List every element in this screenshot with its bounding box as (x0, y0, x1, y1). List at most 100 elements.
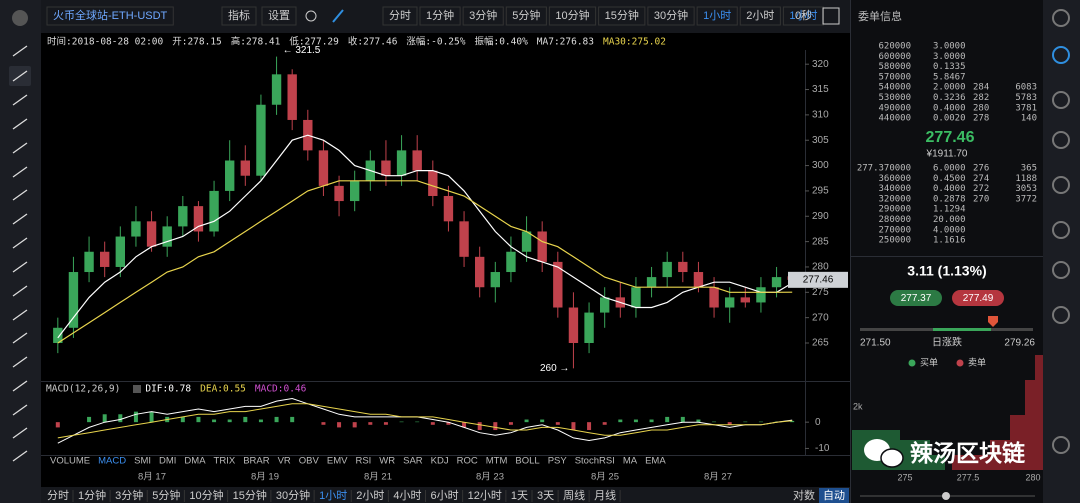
period-tab[interactable]: 10分钟 (189, 488, 223, 502)
indicator-tab[interactable]: MA (623, 456, 638, 467)
indicator-tab[interactable]: ROC (457, 456, 478, 467)
sidebar-icon[interactable] (1052, 221, 1070, 239)
period-tab[interactable]: 月线 (594, 488, 616, 502)
sell-button[interactable] (952, 290, 1004, 306)
indicator-tab[interactable]: WR (379, 456, 395, 467)
tool-icon[interactable] (12, 118, 28, 130)
indicator-tab[interactable]: PSY (548, 456, 568, 467)
indicator-tab[interactable]: SMI (134, 456, 151, 467)
macd-bar (540, 419, 545, 423)
macd-bar (118, 414, 123, 423)
period-tab[interactable]: 1天 (511, 490, 528, 502)
tool-icon[interactable] (12, 237, 28, 249)
indicator-tab[interactable]: BRAR (243, 456, 270, 467)
macd-bar (290, 416, 295, 423)
draw-icon[interactable] (332, 9, 344, 23)
period-tab[interactable]: 周线 (563, 488, 585, 502)
symbol-box[interactable] (46, 6, 174, 26)
symbol: 火币全球站-ETH-USDT (53, 8, 168, 22)
period-button-box[interactable] (598, 6, 646, 26)
period-tab[interactable]: 15分钟 (233, 488, 267, 502)
settings-button-box[interactable] (261, 6, 297, 26)
fullscreen-icon[interactable] (822, 7, 840, 25)
sidebar-icon[interactable] (1052, 306, 1070, 324)
period-tab[interactable]: 1小时 (319, 489, 347, 502)
tool-icon[interactable] (12, 309, 28, 321)
indicator-tab[interactable]: DMA (184, 456, 206, 467)
indicator-tab[interactable]: VR (278, 456, 291, 467)
tool-icon[interactable] (12, 142, 28, 154)
ask-price: 530000 (878, 93, 911, 103)
macd-bar (87, 416, 92, 423)
tool-icon[interactable] (12, 332, 28, 344)
indicator-tab[interactable]: DMI (159, 456, 176, 467)
tool-icon[interactable] (12, 285, 28, 297)
period-tab[interactable]: 6小时 (431, 489, 459, 502)
indicator-tab[interactable]: KDJ (431, 456, 449, 467)
indicator-tab[interactable]: EMV (327, 456, 348, 467)
candle-body (537, 231, 547, 262)
tool-icon[interactable] (12, 404, 28, 416)
candle-body (693, 272, 704, 288)
indicator-tab[interactable]: RSI (355, 456, 371, 467)
period-tab[interactable]: 分时 (47, 489, 69, 502)
tool-icon[interactable] (12, 189, 28, 201)
period-tab[interactable]: 2小时 (356, 489, 384, 502)
period-tab[interactable]: 4小时 (393, 489, 421, 502)
indicator-tab[interactable]: MACD (98, 456, 126, 467)
period-button-box[interactable] (739, 6, 781, 26)
tool-icon[interactable] (12, 356, 28, 368)
macd-bar (493, 422, 498, 431)
period-button-box[interactable] (382, 6, 418, 26)
indicator-tab[interactable]: OBV (299, 456, 320, 467)
indicator-button-box[interactable] (221, 6, 257, 26)
ask-depth-total: 3781 (1015, 103, 1037, 113)
period-button-box[interactable] (696, 6, 738, 26)
ask-amount: 0.4000 (933, 103, 966, 113)
log-toggle[interactable]: 对数 (793, 488, 815, 502)
sidebar-icon[interactable] (1052, 176, 1070, 194)
indicator-tab[interactable]: SAR (403, 456, 423, 467)
sidebar-icon[interactable] (1052, 261, 1070, 279)
period-tab[interactable]: 3分钟 (115, 488, 143, 502)
tool-icon[interactable] (12, 45, 28, 57)
sidebar-icon[interactable] (1052, 131, 1070, 149)
tool-icon[interactable] (12, 427, 28, 439)
period-button-box[interactable] (462, 6, 504, 26)
indicator-tab[interactable]: TRIX (214, 456, 236, 467)
theme-icon[interactable] (305, 10, 317, 22)
period-tab[interactable]: 5分钟 (152, 488, 180, 502)
tool-icon[interactable] (12, 94, 28, 106)
tool-icon[interactable] (12, 70, 28, 82)
sidebar-icon[interactable] (1052, 436, 1070, 454)
sidebar-icon[interactable] (1052, 9, 1070, 27)
indicator-tab[interactable]: EMA (645, 456, 666, 467)
period-button-box[interactable] (548, 6, 597, 26)
x-tick-label: 8月 19 (251, 472, 279, 483)
period-tab[interactable]: 3天 (537, 490, 554, 502)
tool-icon[interactable] (12, 380, 28, 392)
tool-icon[interactable] (12, 166, 28, 178)
macd-bar (446, 422, 451, 425)
sidebar-icon[interactable] (1052, 91, 1070, 109)
sidebar-icon[interactable] (1052, 46, 1070, 64)
indicator-tab[interactable]: VOLUME (50, 456, 90, 467)
indicator-tab[interactable]: MTM (486, 456, 508, 467)
auto-toggle[interactable]: 自动 (823, 489, 845, 502)
period-button-box[interactable] (647, 6, 695, 26)
slider-knob[interactable] (942, 492, 950, 500)
tool-icon[interactable] (12, 450, 28, 462)
period-button-box[interactable] (505, 6, 547, 26)
indicator-tab[interactable]: BOLL (515, 456, 539, 467)
buy-button[interactable] (890, 290, 942, 306)
ask-price: 600000 (878, 52, 911, 62)
macd-bar (399, 421, 404, 423)
period-tab[interactable]: 12小时 (468, 489, 502, 502)
period-button: 3分钟 (469, 8, 497, 22)
tool-icon[interactable] (12, 213, 28, 225)
period-tab[interactable]: 30分钟 (276, 488, 310, 502)
period-tab[interactable]: 1分钟 (78, 488, 106, 502)
period-button-box[interactable] (419, 6, 461, 26)
indicator-tab[interactable]: StochRSI (575, 456, 615, 467)
tool-icon[interactable] (12, 261, 28, 273)
